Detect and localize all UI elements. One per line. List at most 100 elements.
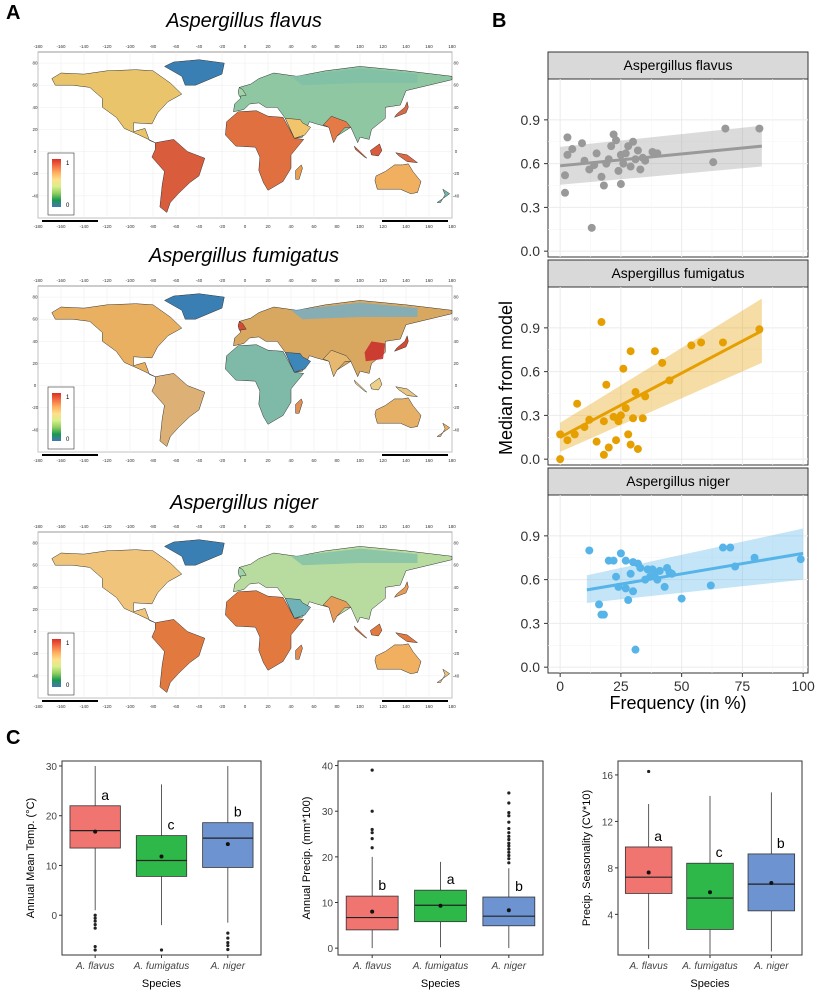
map-lon-tick-label: 160: [425, 278, 433, 283]
map-lon-tick-label: -180: [33, 524, 43, 529]
map-lon-tick-label: 180: [448, 44, 456, 49]
data-point: [631, 155, 640, 164]
y-tick-label: 0.0: [521, 451, 541, 467]
data-point: [604, 155, 613, 164]
data-point: [653, 149, 662, 158]
map-lon-tick-label: -20: [219, 524, 226, 529]
map-lon-tick-label: 120: [379, 224, 387, 229]
y-tick-label: 0.3: [521, 615, 541, 631]
map-title-niger: Aspergillus niger: [170, 492, 318, 514]
x-axis-label: Frequency (in %): [609, 693, 746, 713]
map-lon-tick-label: -100: [125, 458, 135, 463]
panel-label-b: B: [492, 10, 507, 32]
map-lon-tick-label: -140: [79, 44, 89, 49]
map-landmass-japan: [393, 334, 409, 352]
box: [69, 805, 121, 849]
data-point: [609, 556, 618, 565]
map-lon-tick-label: 140: [402, 224, 410, 229]
map-lat-tick-label: 20: [453, 607, 459, 612]
map-lon-tick-label: 140: [402, 278, 410, 283]
data-point: [585, 546, 594, 555]
significance-letter: b: [378, 877, 386, 893]
map-lat-tick-label: 80: [32, 61, 38, 66]
data-point: [563, 133, 572, 142]
x-tick-label: A. flavus: [352, 961, 391, 972]
map-title-flavus: Aspergillus flavus: [166, 10, 322, 32]
outlier-point: [507, 791, 511, 795]
data-point: [629, 137, 638, 146]
map-lon-tick-label: 20: [265, 278, 271, 283]
map-landmass-borneo: [370, 623, 383, 637]
map-lon-tick-label: 60: [311, 704, 317, 709]
x-tick-label: A. fumigatus: [681, 961, 738, 972]
data-point: [706, 581, 715, 590]
y-axis-label: Precip. Seasonality (CV*10): [581, 790, 593, 926]
map-lat-tick-label: 80: [453, 295, 459, 300]
data-point: [587, 223, 596, 232]
data-point: [624, 430, 633, 439]
map-lat-tick-label: -40: [453, 673, 460, 678]
map-legend-gradient: [52, 393, 61, 441]
map-lon-tick-label: 80: [334, 704, 340, 709]
y-axis-label: Annual Mean Temp. (°C): [25, 798, 37, 918]
map-landmass-arabia: [284, 352, 311, 373]
map-lon-tick-label: -20: [219, 458, 226, 463]
data-point: [597, 318, 606, 327]
data-point: [629, 587, 638, 596]
significance-letter: c: [168, 817, 175, 833]
map-landmass-namerica: [51, 303, 183, 377]
data-point: [563, 150, 572, 159]
data-point: [561, 188, 570, 197]
map-legend-max: 1: [66, 395, 70, 401]
data-point: [578, 139, 587, 148]
map-lon-tick-label: 140: [402, 44, 410, 49]
data-point: [636, 165, 645, 174]
data-point: [599, 181, 608, 190]
map-lon-tick-label: 20: [265, 524, 271, 529]
map-legend-min: 0: [66, 203, 70, 209]
data-point: [660, 582, 669, 591]
map-lon-tick-label: -180: [33, 704, 43, 709]
data-point: [585, 415, 594, 424]
outlier-point: [507, 850, 511, 854]
outlier-point: [507, 847, 511, 851]
data-point: [626, 569, 635, 578]
map-lon-tick-label: -120: [102, 224, 112, 229]
map-landmass-namerica: [51, 69, 183, 143]
map-lon-tick-label: 180: [448, 524, 456, 529]
map-landmass-newguinea: [394, 632, 419, 644]
data-point: [556, 430, 565, 439]
y-tick-label: 30: [46, 762, 58, 773]
x-tick-label: A. fumigatus: [412, 961, 469, 972]
data-point: [592, 149, 601, 158]
y-tick-label: 0: [327, 944, 333, 955]
data-point: [599, 610, 608, 619]
map-lon-tick-label: -100: [125, 44, 135, 49]
y-axis-label: Annual Precip. (mm*100): [301, 797, 313, 920]
y-tick-label: 0.9: [521, 112, 541, 128]
map-landmass-japan: [393, 580, 409, 598]
facet-strip-label: Aspergillus flavus: [624, 57, 733, 73]
map-lat-tick-label: 60: [453, 83, 459, 88]
map-lon-tick-label: 60: [311, 458, 317, 463]
map-landmass-newguinea: [394, 152, 419, 164]
map-lon-tick-label: -160: [56, 524, 66, 529]
significance-letter: a: [447, 871, 455, 887]
data-point: [614, 166, 623, 175]
map-lon-tick-label: -40: [196, 524, 203, 529]
y-tick-label: 20: [46, 812, 58, 823]
y-tick-label: 30: [322, 807, 334, 818]
map-landmass-newguinea: [394, 386, 419, 398]
box: [686, 862, 734, 930]
outlier-point: [370, 768, 374, 772]
data-point: [619, 159, 628, 168]
map-lon-tick-label: 0: [244, 224, 247, 229]
significance-letter: a: [101, 787, 109, 803]
data-point: [595, 600, 604, 609]
map-landmass-greenland: [163, 539, 225, 566]
y-tick-label: 0.0: [521, 659, 541, 675]
map-lon-tick-label: -60: [173, 44, 180, 49]
outlier-point: [226, 943, 230, 948]
outlier-point: [507, 814, 511, 818]
map-lon-tick-label: -160: [56, 44, 66, 49]
